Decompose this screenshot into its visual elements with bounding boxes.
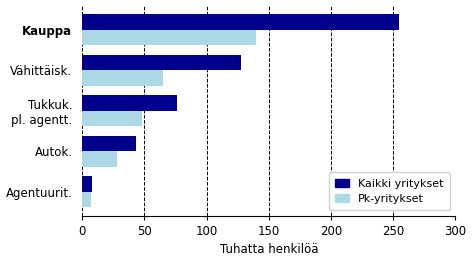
Bar: [82, 55, 241, 70]
Bar: [82, 111, 142, 126]
Bar: [82, 192, 91, 207]
Bar: [82, 136, 135, 151]
Bar: [82, 176, 92, 192]
Legend: Kaikki yritykset, Pk-yritykset: Kaikki yritykset, Pk-yritykset: [329, 172, 450, 210]
Bar: [82, 151, 117, 167]
Bar: [82, 70, 163, 86]
Bar: [82, 14, 399, 30]
X-axis label: Tuhatta henkilöä: Tuhatta henkilöä: [219, 243, 318, 256]
Bar: [82, 30, 256, 45]
Bar: [82, 95, 177, 111]
